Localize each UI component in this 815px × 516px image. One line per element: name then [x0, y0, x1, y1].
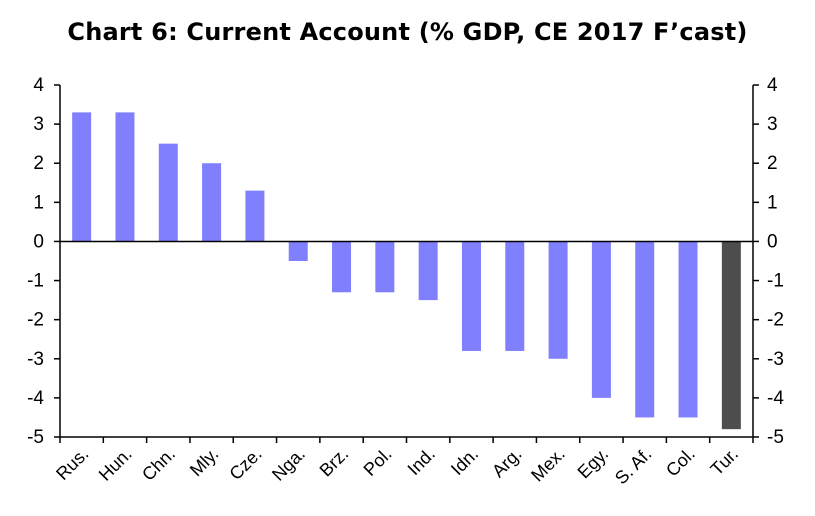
right-y-tick-label: 4 — [767, 75, 778, 96]
right-y-tick-label: -5 — [767, 427, 784, 448]
x-tick-label: Hun. — [95, 444, 136, 485]
bar-saf — [635, 241, 655, 418]
left-y-tick-label: -2 — [27, 310, 44, 331]
x-tick-label: Cze. — [225, 444, 265, 484]
left-y-tick-label: -5 — [27, 427, 44, 448]
x-tick-label: S. Af. — [611, 444, 656, 489]
labels-group: 4 4 3 3 2 2 1 1 0 0 -1 -1 -2 -2 -3 -3 -4 -4 -5 -5 Rus. Hun. Ch… — [27, 75, 784, 488]
bar-brz — [332, 241, 352, 293]
left-y-tick-label: 2 — [33, 153, 44, 174]
bar-tur — [721, 241, 741, 430]
x-tick-label: Col. — [662, 444, 699, 481]
x-tick-label: Ind. — [404, 444, 439, 479]
left-y-tick-label: 1 — [33, 192, 44, 213]
right-y-tick-label: 0 — [767, 231, 778, 252]
bar-nga — [288, 241, 308, 261]
axes-group — [54, 84, 759, 443]
bar-mly — [202, 163, 222, 242]
x-tick-label: Mly. — [186, 444, 223, 481]
x-tick-label: Pol. — [360, 444, 396, 480]
left-y-tick-label: -3 — [27, 349, 44, 370]
bar-cze — [245, 190, 265, 242]
chart-title: Chart 6: Current Account (% GDP, CE 2017… — [67, 18, 748, 46]
right-y-tick-label: -4 — [767, 388, 784, 409]
x-tick-label: Nga. — [268, 444, 309, 485]
bar-mex — [548, 241, 568, 359]
right-y-tick-label: 1 — [767, 192, 778, 213]
x-tick-label: Mex. — [527, 444, 569, 486]
left-y-tick-label: 3 — [33, 114, 44, 135]
right-y-tick-label: -1 — [767, 271, 784, 292]
x-tick-label: Chn. — [138, 444, 179, 485]
left-y-tick-label: -4 — [27, 388, 44, 409]
bar-hun — [115, 112, 135, 242]
x-tick-label: Egy. — [574, 444, 613, 483]
left-y-tick-label: 0 — [33, 231, 44, 252]
bars-group — [72, 112, 741, 430]
right-y-tick-label: -3 — [767, 349, 784, 370]
x-tick-label: Arg. — [488, 444, 525, 481]
bar-ind — [418, 241, 438, 301]
bar-idn — [461, 241, 481, 351]
bar-chn — [158, 143, 178, 242]
right-y-tick-label: -2 — [767, 310, 784, 331]
x-tick-label: Rus. — [52, 444, 92, 484]
left-y-tick-label: -1 — [27, 271, 44, 292]
right-y-tick-label: 2 — [767, 153, 778, 174]
left-y-tick-label: 4 — [33, 75, 44, 96]
x-tick-label: Idn. — [447, 444, 482, 479]
bar-arg — [505, 241, 525, 351]
right-y-tick-label: 3 — [767, 114, 778, 135]
bar-rus — [72, 112, 92, 242]
x-tick-label: Brz. — [316, 444, 353, 481]
bar-col — [678, 241, 698, 418]
bar-egy — [591, 241, 611, 398]
x-tick-label: Tur. — [707, 444, 743, 480]
bar-pol — [375, 241, 395, 293]
